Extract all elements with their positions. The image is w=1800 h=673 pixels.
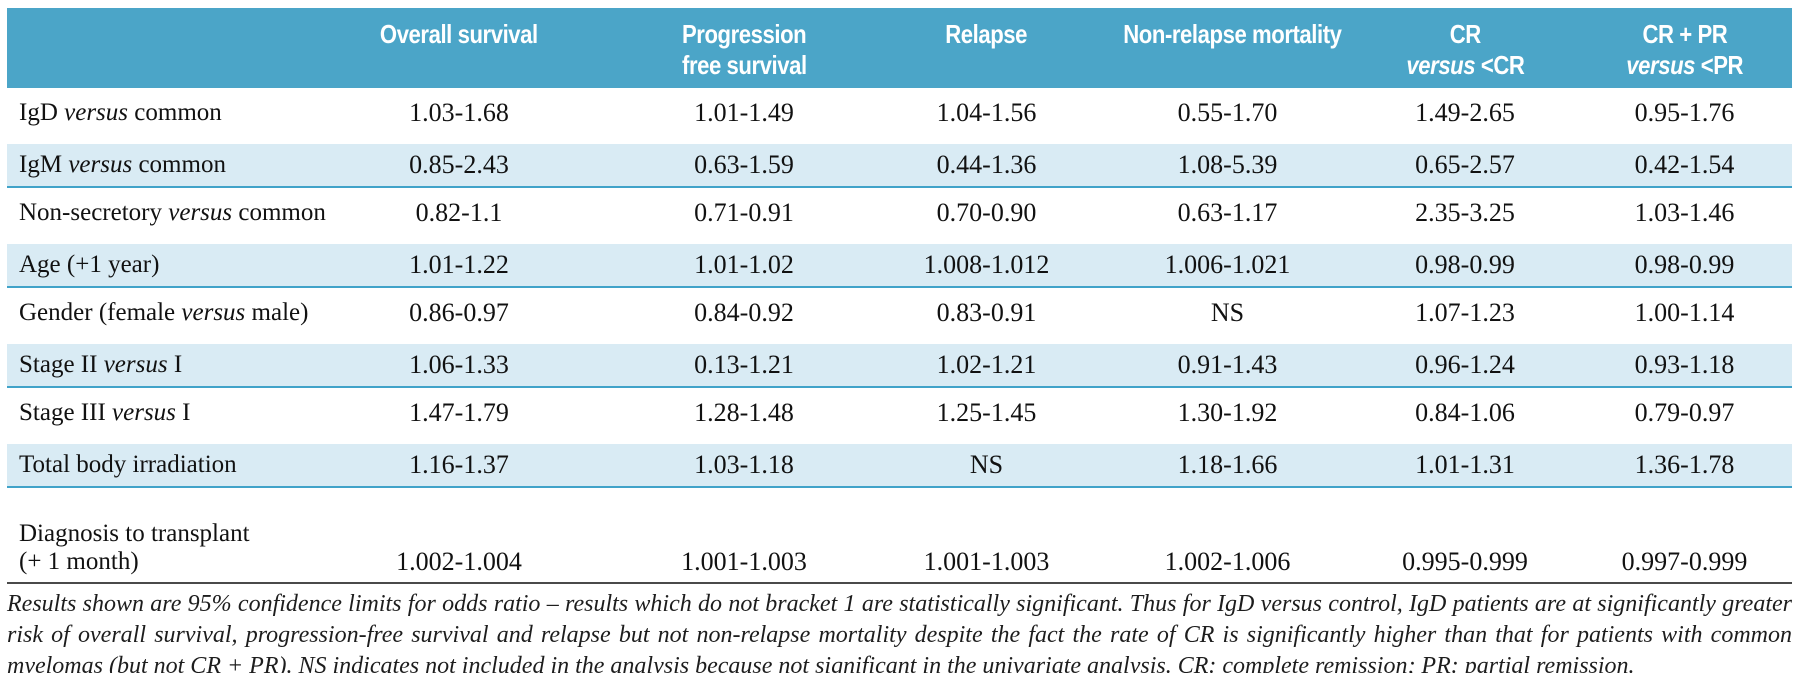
value-cell: 1.28-1.48 xyxy=(694,398,794,427)
value-cell: 0.84-0.92 xyxy=(694,298,794,327)
header-overall-survival: Overall survival xyxy=(301,8,617,88)
row-label: Stage III versus I xyxy=(19,399,191,426)
header-label: versus <PR xyxy=(1626,50,1743,80)
value-cell: 1.02-1.21 xyxy=(871,338,1102,388)
header-label: Overall survival xyxy=(380,19,538,49)
header-label: free survival xyxy=(681,50,807,80)
table-row-igd-versus-common: IgD versus common 1.03-1.68 1.01-1.49 1.… xyxy=(7,88,1792,138)
value-cell: 1.006-1.021 xyxy=(1102,238,1353,288)
value-cell: 1.49-2.65 xyxy=(1415,98,1515,127)
header-label: CR xyxy=(1449,19,1481,49)
value-cell: 0.91-1.43 xyxy=(1102,338,1353,388)
row-label: IgD versus common xyxy=(19,99,222,126)
value-cell: 0.98-0.99 xyxy=(1353,238,1577,288)
value-cell: 1.00-1.14 xyxy=(1634,298,1735,327)
table-row-stage-ii-versus-i: Stage II versus I 1.06-1.33 0.13-1.21 1.… xyxy=(7,338,1792,388)
value-cell: 0.55-1.70 xyxy=(1177,98,1278,127)
value-cell: 1.25-1.45 xyxy=(936,398,1037,427)
value-cell: 1.01-1.02 xyxy=(617,238,871,288)
header-cr-plus-pr-versus-less-than-pr: CR + PR versus <PR xyxy=(1577,8,1792,88)
value-cell: 0.84-1.06 xyxy=(1415,398,1515,427)
table-row-total-body-irradiation: Total body irradiation 1.16-1.37 1.03-1.… xyxy=(7,438,1792,488)
value-cell: 0.71-0.91 xyxy=(694,198,794,227)
value-cell: 1.47-1.79 xyxy=(409,398,509,427)
value-cell: 0.83-0.91 xyxy=(936,298,1037,327)
footnote: Results shown are 95% confidence limits … xyxy=(7,582,1792,673)
value-cell: 0.86-0.97 xyxy=(409,298,509,327)
header-cr-versus-less-than-cr: CR versus <CR xyxy=(1353,8,1577,88)
value-cell: 0.93-1.18 xyxy=(1577,338,1792,388)
value-cell: 1.008-1.012 xyxy=(871,238,1102,288)
value-cell: NS xyxy=(871,438,1102,488)
header-label: Progression xyxy=(681,19,807,49)
value-cell: 0.82-1.1 xyxy=(415,198,503,227)
value-cell: 1.07-1.23 xyxy=(1415,298,1515,327)
row-label: Non-secretory versus common xyxy=(19,199,326,226)
value-cell: 1.002-1.006 xyxy=(1164,547,1291,576)
value-cell: 1.36-1.78 xyxy=(1577,438,1792,488)
header-empty-cell xyxy=(7,8,301,88)
header-label: CR + PR xyxy=(1642,19,1727,49)
odds-ratio-table: Overall survival Progression free surviv… xyxy=(7,8,1792,582)
value-cell: 0.85-2.43 xyxy=(301,138,617,188)
header-label: versus <CR xyxy=(1405,50,1524,80)
value-cell: 1.03-1.18 xyxy=(617,438,871,488)
row-label-line2: (+ 1 month) xyxy=(19,548,139,575)
value-cell: 0.96-1.24 xyxy=(1353,338,1577,388)
value-cell: 1.06-1.33 xyxy=(301,338,617,388)
header-label: Relapse xyxy=(945,19,1028,49)
value-cell: 0.44-1.36 xyxy=(871,138,1102,188)
value-cell: 0.13-1.21 xyxy=(617,338,871,388)
value-cell: 0.63-1.17 xyxy=(1177,198,1278,227)
table-row-non-secretory-versus-common: Non-secretory versus common 0.82-1.1 0.7… xyxy=(7,188,1792,238)
row-label: Gender (female versus male) xyxy=(19,299,309,326)
value-cell: 0.70-0.90 xyxy=(936,198,1037,227)
value-cell: 0.997-0.999 xyxy=(1621,547,1748,576)
table-row-age-plus-1-year: Age (+1 year) 1.01-1.22 1.01-1.02 1.008-… xyxy=(7,238,1792,288)
value-cell: 1.01-1.49 xyxy=(694,98,794,127)
table-row-gender-female-versus-male: Gender (female versus male) 0.86-0.97 0.… xyxy=(7,288,1792,338)
value-cell: 1.16-1.37 xyxy=(301,438,617,488)
row-label: Age (+1 year) xyxy=(7,238,301,288)
table-row-igm-versus-common: IgM versus common 0.85-2.43 0.63-1.59 0.… xyxy=(7,138,1792,188)
value-cell: 1.03-1.68 xyxy=(409,98,509,127)
value-cell: 1.001-1.003 xyxy=(923,547,1050,576)
header-progression-free-survival: Progression free survival xyxy=(617,8,871,88)
value-cell: 1.04-1.56 xyxy=(936,98,1037,127)
header-label: Non-relapse mortality xyxy=(1123,19,1342,49)
value-cell: 0.63-1.59 xyxy=(617,138,871,188)
header-relapse: Relapse xyxy=(871,8,1102,88)
value-cell: 0.98-0.99 xyxy=(1577,238,1792,288)
table-row-stage-iii-versus-i: Stage III versus I 1.47-1.79 1.28-1.48 1… xyxy=(7,388,1792,438)
value-cell: 0.42-1.54 xyxy=(1577,138,1792,188)
header-row: Overall survival Progression free surviv… xyxy=(7,8,1792,88)
value-cell: 1.30-1.92 xyxy=(1177,398,1278,427)
row-label: IgM versus common xyxy=(7,138,301,188)
value-cell: 1.01-1.22 xyxy=(301,238,617,288)
row-label: Stage II versus I xyxy=(7,338,301,388)
value-cell: NS xyxy=(1210,298,1245,327)
row-label: Total body irradiation xyxy=(7,438,301,488)
value-cell: 2.35-3.25 xyxy=(1415,198,1515,227)
value-cell: 1.03-1.46 xyxy=(1634,198,1735,227)
value-cell: 0.79-0.97 xyxy=(1634,398,1735,427)
value-cell: 1.08-5.39 xyxy=(1102,138,1353,188)
row-label: Diagnosis to transplant (+ 1 month) xyxy=(7,488,301,582)
header-non-relapse-mortality: Non-relapse mortality xyxy=(1102,8,1353,88)
value-cell: 0.65-2.57 xyxy=(1353,138,1577,188)
value-cell: 1.002-1.004 xyxy=(396,547,522,576)
value-cell: 1.18-1.66 xyxy=(1102,438,1353,488)
value-cell: 1.01-1.31 xyxy=(1353,438,1577,488)
table-row-diagnosis-to-transplant: Diagnosis to transplant (+ 1 month) 1.00… xyxy=(7,488,1792,582)
value-cell: 0.95-1.76 xyxy=(1634,98,1735,127)
value-cell: 1.001-1.003 xyxy=(681,547,807,576)
value-cell: 0.995-0.999 xyxy=(1402,547,1528,576)
